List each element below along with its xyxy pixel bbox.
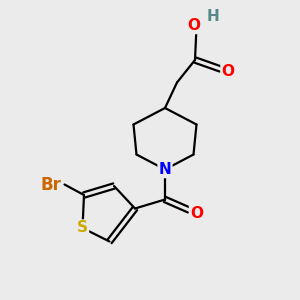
Text: N: N [159,162,171,177]
Text: Br: Br [40,176,61,194]
Text: O: O [187,18,200,33]
Text: O: O [221,64,235,80]
Text: S: S [77,220,88,236]
Text: O: O [190,206,203,220]
Text: H: H [207,9,219,24]
